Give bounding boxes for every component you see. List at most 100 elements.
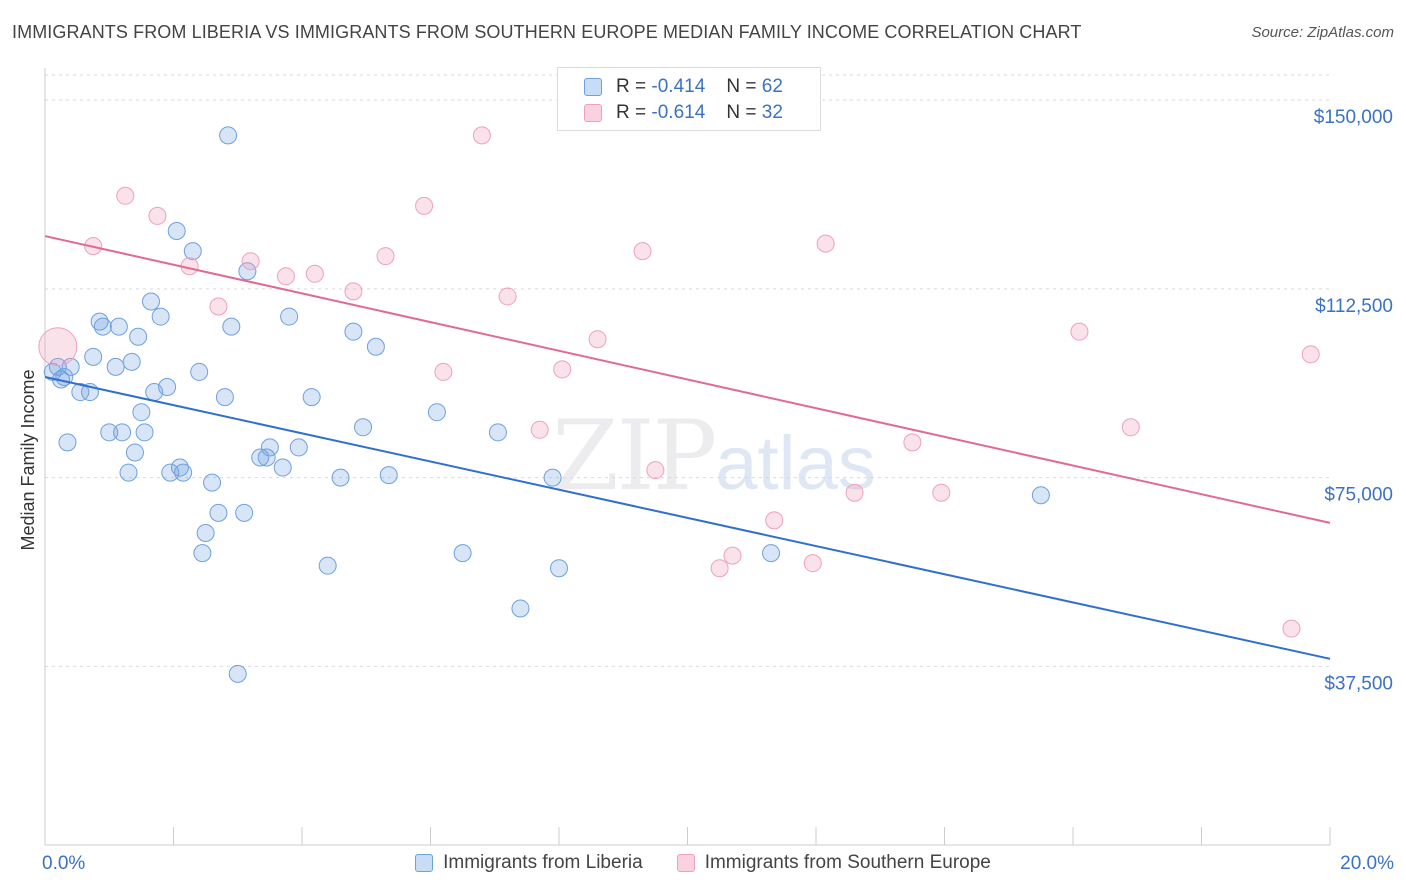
point-southern-europe[interactable] [723, 546, 742, 565]
point-liberia[interactable] [71, 383, 90, 402]
chart-legend: Immigrants from Liberia Immigrants from … [0, 852, 1406, 874]
point-liberia[interactable] [222, 317, 241, 336]
point-southern-europe[interactable] [116, 186, 135, 205]
point-southern-europe[interactable] [472, 126, 491, 145]
legend-label-southern-europe: Immigrants from Southern Europe [704, 852, 991, 873]
point-liberia[interactable] [251, 448, 270, 467]
point-southern-europe[interactable] [241, 252, 260, 271]
stats-row-southern-europe: R = -0.614 N = 32 [584, 102, 783, 124]
point-liberia[interactable] [228, 664, 247, 683]
stats-n-value: 32 [761, 102, 783, 123]
watermark-atlas: atlas [715, 421, 876, 506]
stats-swatch-southern-europe [584, 104, 602, 122]
y-tick-label: $112,500 [1315, 296, 1393, 317]
point-liberia[interactable] [550, 559, 568, 578]
point-liberia[interactable] [280, 307, 299, 326]
point-southern-europe[interactable] [1301, 345, 1320, 364]
point-southern-europe[interactable] [1282, 619, 1301, 638]
point-liberia[interactable] [235, 503, 254, 522]
point-southern-europe[interactable] [588, 330, 607, 349]
point-liberia[interactable] [119, 463, 138, 482]
point-liberia[interactable] [170, 458, 189, 477]
point-liberia[interactable] [302, 388, 321, 407]
point-southern-europe[interactable] [344, 282, 363, 301]
point-southern-europe[interactable] [903, 433, 922, 452]
point-southern-europe[interactable] [38, 327, 78, 367]
point-liberia[interactable] [113, 423, 132, 442]
point-liberia[interactable] [427, 403, 446, 422]
point-southern-europe[interactable] [710, 559, 729, 578]
point-liberia[interactable] [183, 242, 202, 261]
point-liberia[interactable] [109, 317, 128, 336]
point-liberia[interactable] [106, 357, 125, 376]
point-liberia[interactable] [219, 126, 238, 145]
point-liberia[interactable] [84, 347, 103, 366]
legend-label-liberia: Immigrants from Liberia [443, 852, 643, 873]
point-liberia[interactable] [543, 468, 562, 487]
legend-item-southern-europe[interactable]: Immigrants from Southern Europe [676, 852, 991, 874]
point-liberia[interactable] [100, 423, 119, 442]
point-liberia[interactable] [257, 448, 276, 467]
point-southern-europe[interactable] [633, 242, 652, 261]
x-tick-label-min: 0.0% [42, 853, 85, 874]
point-liberia[interactable] [289, 438, 308, 457]
point-southern-europe[interactable] [932, 483, 951, 502]
point-southern-europe[interactable] [376, 247, 395, 266]
point-liberia[interactable] [174, 463, 193, 482]
point-liberia[interactable] [203, 473, 222, 492]
point-southern-europe[interactable] [305, 264, 324, 283]
point-liberia[interactable] [58, 433, 77, 452]
point-southern-europe[interactable] [530, 420, 549, 439]
point-liberia[interactable] [260, 438, 279, 457]
point-liberia[interactable] [453, 544, 472, 563]
point-liberia[interactable] [132, 403, 151, 422]
point-liberia[interactable] [762, 544, 781, 563]
point-liberia[interactable] [158, 378, 177, 397]
legend-item-liberia[interactable]: Immigrants from Liberia [415, 852, 643, 874]
point-southern-europe[interactable] [1121, 418, 1140, 437]
point-liberia[interactable] [190, 362, 209, 381]
point-liberia[interactable] [196, 523, 215, 542]
point-southern-europe[interactable] [765, 511, 784, 530]
point-southern-europe[interactable] [845, 483, 864, 502]
stats-n-label: N = [726, 102, 757, 123]
point-liberia[interactable] [122, 352, 141, 371]
point-southern-europe[interactable] [1070, 322, 1089, 341]
point-southern-europe[interactable] [276, 267, 295, 286]
point-southern-europe[interactable] [148, 206, 167, 225]
y-tick-label: $150,000 [1314, 107, 1393, 128]
point-liberia[interactable] [93, 317, 112, 336]
point-liberia[interactable] [344, 322, 363, 341]
point-southern-europe[interactable] [553, 360, 572, 379]
point-southern-europe[interactable] [209, 297, 228, 316]
point-liberia[interactable] [1031, 486, 1050, 505]
point-liberia[interactable] [331, 468, 350, 487]
point-liberia[interactable] [366, 337, 385, 356]
point-liberia[interactable] [209, 503, 228, 522]
point-liberia[interactable] [354, 418, 373, 437]
point-southern-europe[interactable] [434, 362, 453, 381]
point-southern-europe[interactable] [498, 287, 517, 306]
point-southern-europe[interactable] [803, 554, 822, 573]
point-southern-europe[interactable] [646, 461, 665, 480]
point-liberia[interactable] [129, 327, 148, 346]
point-liberia[interactable] [142, 292, 161, 311]
point-liberia[interactable] [90, 312, 109, 331]
point-liberia[interactable] [273, 458, 292, 477]
point-liberia[interactable] [151, 307, 170, 326]
series-liberia-points [43, 126, 1050, 683]
point-liberia[interactable] [511, 599, 530, 618]
point-liberia[interactable] [379, 466, 398, 485]
point-liberia[interactable] [61, 357, 80, 376]
point-liberia[interactable] [125, 443, 144, 462]
point-liberia[interactable] [238, 262, 257, 281]
point-liberia[interactable] [161, 463, 180, 482]
point-southern-europe[interactable] [816, 234, 835, 253]
point-southern-europe[interactable] [415, 196, 434, 215]
point-liberia[interactable] [215, 388, 234, 407]
point-liberia[interactable] [135, 423, 154, 442]
point-liberia[interactable] [193, 544, 212, 563]
point-liberia[interactable] [167, 222, 186, 241]
point-liberia[interactable] [318, 556, 337, 575]
point-liberia[interactable] [488, 423, 507, 442]
